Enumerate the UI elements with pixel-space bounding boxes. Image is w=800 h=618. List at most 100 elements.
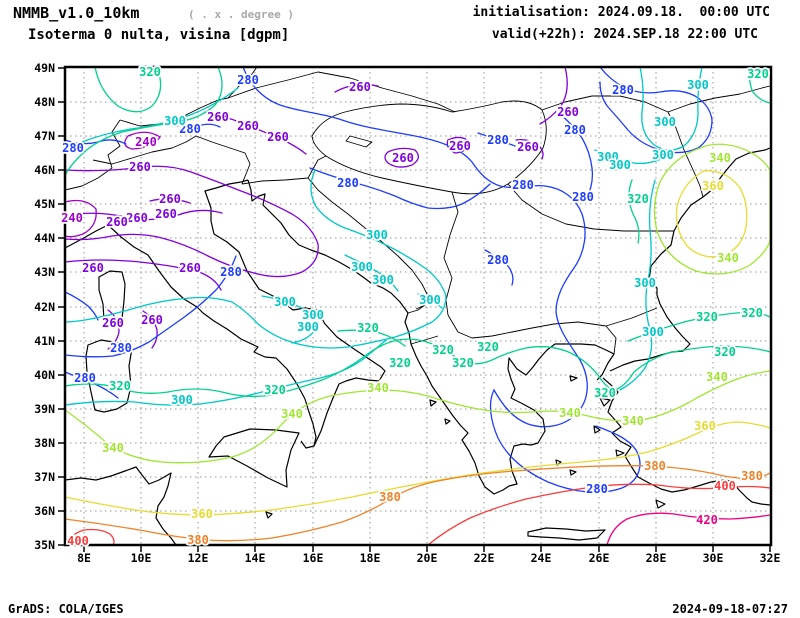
latitude-label: 42N <box>34 300 55 314</box>
contour-value-label: 280 <box>512 178 534 192</box>
coastline <box>98 270 126 328</box>
contour-line-240 <box>124 131 161 150</box>
contour-value-label: 320 <box>139 65 161 79</box>
longitude-label: 8E <box>77 551 91 565</box>
contour-line-280 <box>242 66 641 493</box>
coastline <box>615 449 625 457</box>
longitude-label: 18E <box>360 551 381 565</box>
contour-value-label: 320 <box>264 383 286 397</box>
contour-value-label: 320 <box>477 340 499 354</box>
map-subtitle: Isoterma 0 nulta, visina [dgpm] <box>28 27 290 43</box>
contour-value-label: 300 <box>597 150 619 164</box>
contour-value-label: 360 <box>191 507 213 521</box>
contour-value-label: 420 <box>696 513 718 527</box>
contour-line-300 <box>594 149 662 165</box>
coastline <box>208 428 300 488</box>
contour-labels-400: 400 400 <box>65 477 737 550</box>
contour-value-label: 300 <box>634 276 656 290</box>
contour-value-label: 280 <box>487 133 509 147</box>
contour-line-240 <box>64 199 97 238</box>
latitude-label: 43N <box>34 265 55 279</box>
grid-resolution-note: ( . x . degree ) <box>188 8 294 21</box>
latitude-label: 45N <box>34 197 55 211</box>
contour-value-label: 340 <box>622 414 644 428</box>
longitude-label: 26E <box>589 551 610 565</box>
coastline <box>569 375 578 382</box>
contour-value-label: 260 <box>237 119 259 133</box>
contour-value-label: 340 <box>717 251 739 265</box>
longitude-label: 32E <box>760 551 781 565</box>
contour-line-280 <box>309 167 491 210</box>
contour-value-label: 320 <box>432 343 454 357</box>
contour-line-280 <box>167 121 221 128</box>
longitude-label: 30E <box>703 551 724 565</box>
contour-line-300 <box>619 179 656 391</box>
contour-line-280 <box>64 255 237 358</box>
border-line <box>92 135 251 185</box>
model-title: NMMB_v1.0_10km <box>13 4 140 22</box>
coastlines <box>64 147 771 546</box>
contour-value-label: 260 <box>179 261 201 275</box>
contour-value-label: 400 <box>714 479 736 493</box>
contour-value-label: 260 <box>141 313 163 327</box>
latitude-label: 46N <box>34 163 55 177</box>
border-line <box>407 304 426 314</box>
contour-line-260 <box>142 310 158 349</box>
contour-value-label: 280 <box>110 341 132 355</box>
contour-value-label: 280 <box>612 83 634 97</box>
contour-line-380 <box>64 465 771 542</box>
contour-line-260 <box>515 138 544 160</box>
coastline <box>655 499 666 509</box>
latitude-label: 36N <box>34 504 55 518</box>
contour-value-label: 260 <box>392 151 414 165</box>
contour-value-label: 260 <box>155 207 177 221</box>
contour-value-label: 260 <box>267 130 289 144</box>
contour-value-label: 280 <box>564 123 586 137</box>
contour-value-label: 340 <box>709 151 731 165</box>
contour-value-label: 300 <box>366 228 388 242</box>
latitude-label: 44N <box>34 231 55 245</box>
longitude-label: 10E <box>131 551 152 565</box>
axis-ticks <box>58 67 771 552</box>
contour-value-label: 320 <box>357 321 379 335</box>
longitude-label: 28E <box>646 551 667 565</box>
border-line <box>667 85 771 113</box>
contour-value-label: 280 <box>220 265 242 279</box>
contour-line-260 <box>64 165 319 278</box>
contour-value-label: 260 <box>129 160 151 174</box>
contour-group-260 <box>64 66 568 350</box>
contour-value-label: 360 <box>694 419 716 433</box>
grads-stamp: GrADS: COLA/IGES <box>8 602 124 616</box>
contour-value-label: 300 <box>642 325 664 339</box>
contour-value-label: 260 <box>207 110 229 124</box>
contour-value-label: 260 <box>159 192 181 206</box>
initialisation-time: initialisation: 2024.09.18. 00:00 UTC <box>472 5 770 20</box>
contour-line-320 <box>94 66 162 113</box>
coastline <box>64 224 317 449</box>
contour-line-280 <box>477 132 516 147</box>
contour-labels-280: 2802802802802802802802802802802802802802… <box>60 71 635 498</box>
country-borders <box>64 66 771 355</box>
contour-value-label: 300 <box>654 115 676 129</box>
contour-line-320 <box>749 66 771 104</box>
contour-value-label: 320 <box>714 345 736 359</box>
contour-line-300 <box>417 293 443 309</box>
contour-line-280 <box>484 249 514 286</box>
coastline <box>444 418 451 425</box>
contour-value-label: 340 <box>367 381 389 395</box>
latitude-label: 40N <box>34 368 55 382</box>
contour-group-340 <box>64 143 771 464</box>
coastline <box>247 179 615 495</box>
coastline <box>85 339 133 413</box>
coastline <box>265 511 273 519</box>
contour-value-label: 260 <box>449 139 471 153</box>
contour-group-380 <box>64 465 771 542</box>
border-line <box>311 100 547 195</box>
longitude-label: 14E <box>245 551 266 565</box>
contour-line-400 <box>67 528 115 546</box>
contour-line-260 <box>64 209 223 221</box>
contour-value-label: 280 <box>572 190 594 204</box>
